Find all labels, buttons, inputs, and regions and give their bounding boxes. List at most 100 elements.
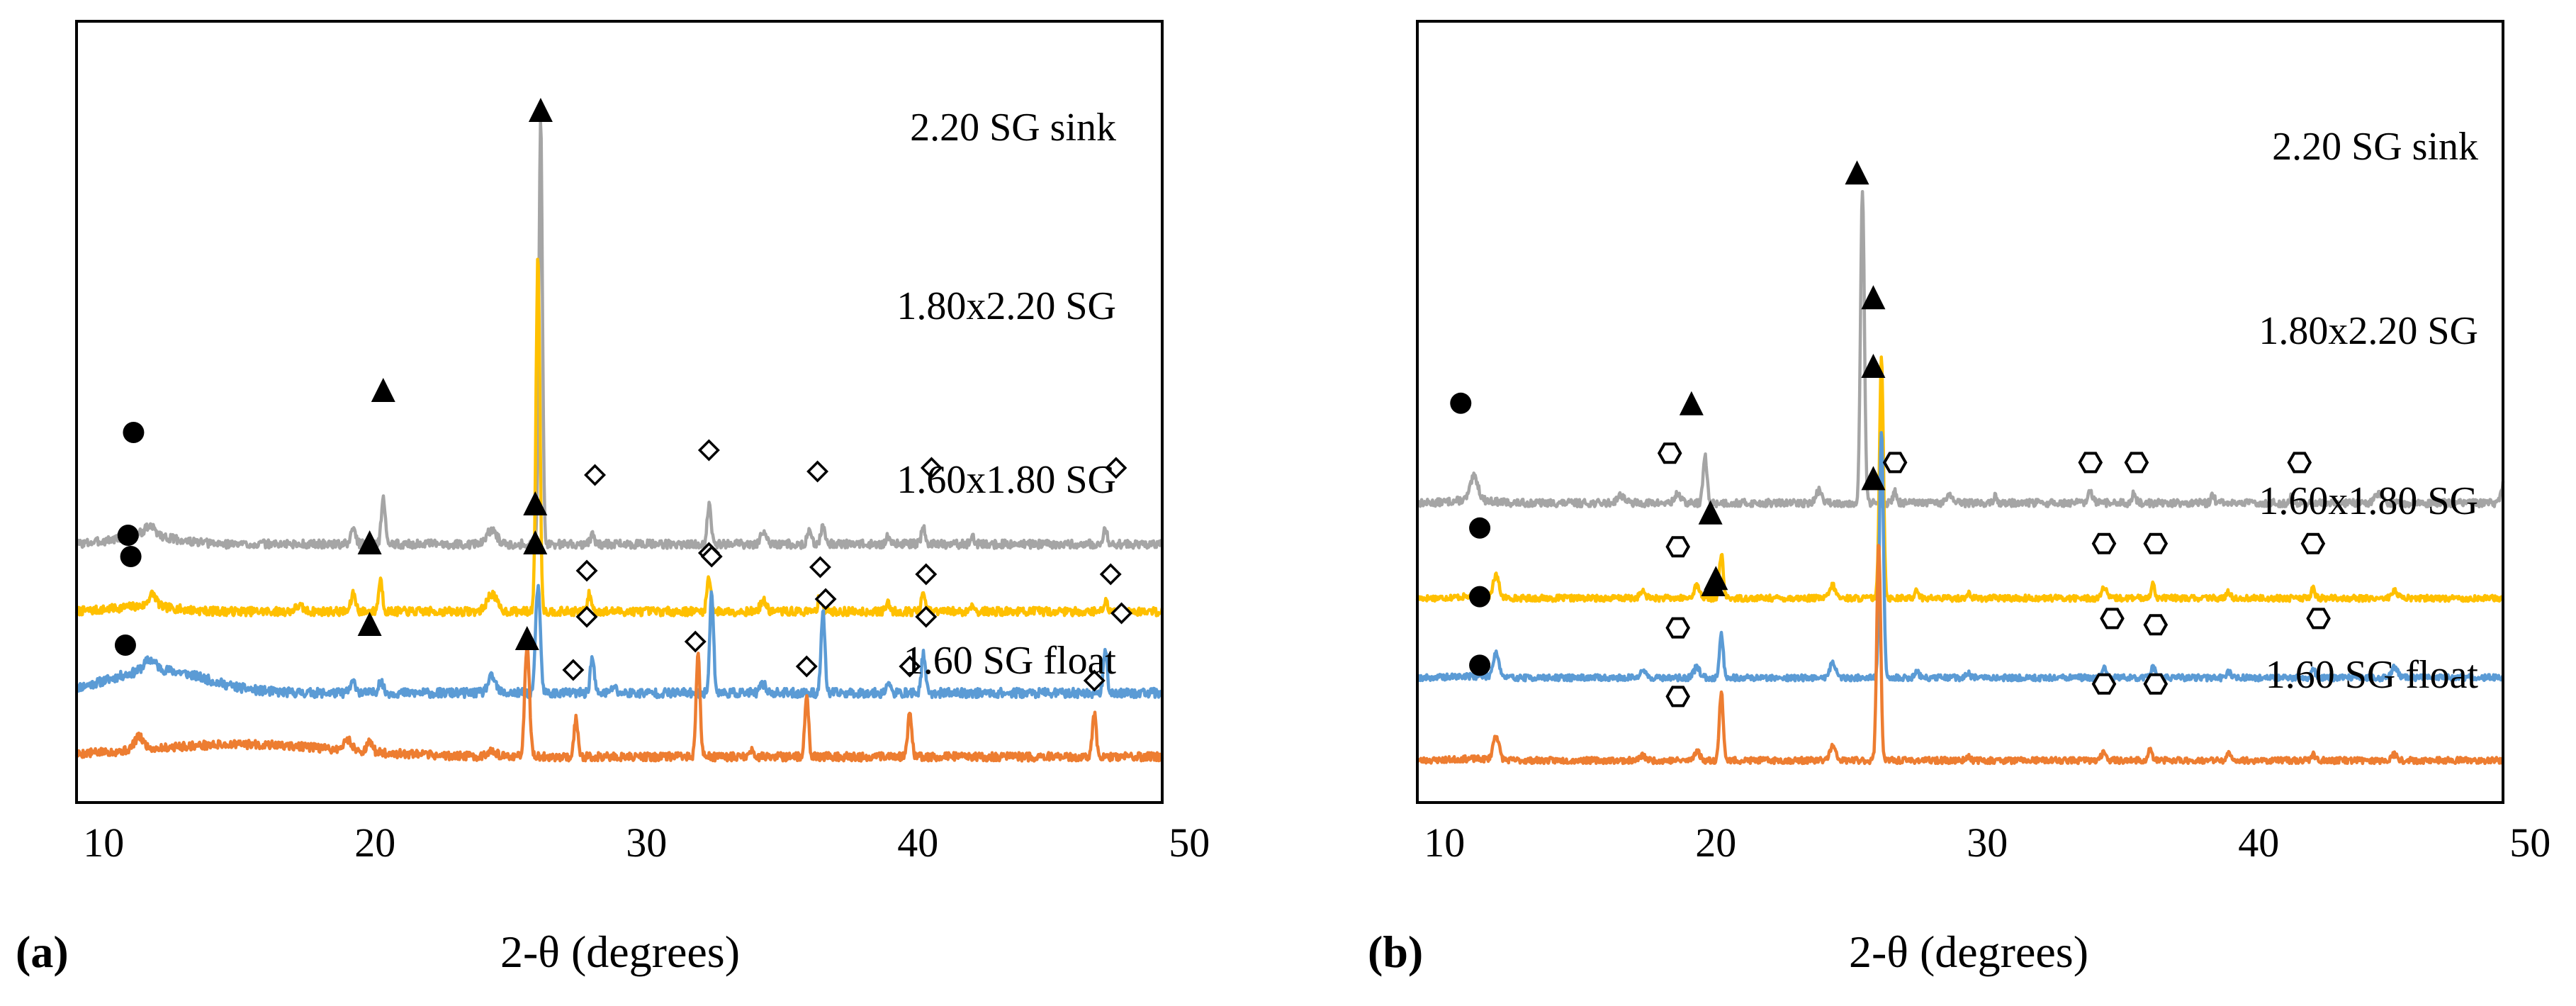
x-tick-label: 10 <box>1424 820 1465 866</box>
phase-marker-hexagon <box>1657 442 1682 464</box>
phase-marker-diamond <box>562 659 585 681</box>
series-label: 2.20 SG sink <box>2272 125 2478 169</box>
phase-marker-hexagon <box>2100 608 2125 630</box>
phase-marker-diamond <box>795 655 818 678</box>
phase-marker-diamond <box>1105 457 1127 479</box>
panel-b-markers <box>1450 160 2331 708</box>
phase-marker-hexagon <box>2306 608 2331 630</box>
phase-marker-triangle <box>1698 500 1723 525</box>
phase-marker-circle <box>123 422 145 443</box>
series-label: 1.80x2.20 SG <box>896 284 1116 328</box>
phase-marker-hexagon <box>2300 532 2326 554</box>
phase-marker-triangle <box>357 530 382 554</box>
phase-marker-diamond <box>814 588 837 610</box>
phase-marker-diamond <box>1110 602 1133 625</box>
phase-marker-circle <box>1469 654 1491 676</box>
phase-marker-diamond <box>915 563 938 586</box>
panel-b-traces <box>1415 189 2505 766</box>
trace-1-60x1-80-sg <box>75 583 1164 700</box>
trace-1-60-sg-float <box>74 642 1164 763</box>
phase-marker-triangle <box>371 378 395 402</box>
phase-marker-hexagon <box>2287 452 2312 474</box>
phase-marker-circle <box>120 546 142 567</box>
series-label: 1.60x1.80 SG <box>2259 479 2478 523</box>
panel-b-plot-frame <box>1416 20 2504 804</box>
phase-marker-circle <box>1450 392 1472 414</box>
phase-marker-hexagon <box>2143 532 2169 554</box>
phase-marker-diamond <box>575 559 598 582</box>
phase-marker-hexagon <box>1665 617 1691 639</box>
trace-2-20-sg-sink <box>74 120 1164 550</box>
trace-2-20-sg-sink <box>1415 189 2505 509</box>
phase-marker-hexagon <box>1665 536 1691 558</box>
series-label: 1.60x1.80 SG <box>896 458 1116 502</box>
panel-a-plot-frame <box>75 20 1164 804</box>
panel-a-traces <box>74 120 1164 763</box>
panel-b-x-axis-label: 2-θ (degrees) <box>1849 927 2088 977</box>
phase-marker-circle <box>117 525 139 546</box>
panel-a-x-axis-label: 2-θ (degrees) <box>500 927 740 977</box>
phase-marker-diamond <box>684 630 707 653</box>
series-label: 1.60 SG float <box>2266 653 2479 697</box>
phase-marker-triangle <box>523 530 548 554</box>
series-label: 1.60 SG float <box>904 639 1117 683</box>
phase-marker-hexagon <box>2143 673 2169 695</box>
phase-marker-circle <box>1469 586 1491 608</box>
x-tick-label: 40 <box>2238 820 2279 866</box>
x-tick-label: 50 <box>1169 820 1210 866</box>
x-tick-label: 20 <box>354 820 395 866</box>
phase-marker-diamond <box>697 439 720 462</box>
phase-marker-diamond <box>806 460 829 483</box>
phase-marker-triangle <box>1845 160 1869 185</box>
panel-a-markers <box>114 98 1133 692</box>
phase-marker-triangle <box>523 491 548 515</box>
phase-marker-circle <box>1469 517 1491 539</box>
phase-marker-hexagon <box>2091 673 2117 695</box>
trace-1-60-sg-float <box>1416 544 2504 766</box>
panel-b-x-tick-labels: 10 20 30 40 50 <box>1424 820 2550 866</box>
phase-marker-hexagon <box>2143 614 2169 636</box>
phase-marker-triangle <box>514 626 539 650</box>
phase-marker-diamond <box>700 545 723 568</box>
phase-marker-diamond <box>584 464 607 486</box>
phase-marker-diamond <box>575 605 598 628</box>
panel-a-x-tick-labels: 10 20 30 40 50 <box>83 820 1210 866</box>
phase-marker-triangle <box>1704 566 1728 591</box>
x-tick-label: 30 <box>626 820 667 866</box>
phase-marker-triangle <box>1861 466 1886 491</box>
trace-1-60x1-80-sg <box>1415 431 2505 683</box>
series-label: 1.80x2.20 SG <box>2259 309 2478 353</box>
panel-b-series-labels: 2.20 SG sink 1.80x2.20 SG 1.60x1.80 SG 1.60… <box>2259 125 2478 697</box>
x-tick-label: 10 <box>83 820 124 866</box>
phase-marker-diamond <box>809 556 831 579</box>
phase-marker-diamond <box>920 457 943 479</box>
series-label: 2.20 SG sink <box>910 106 1116 150</box>
phase-marker-hexagon <box>2124 452 2149 474</box>
phase-marker-triangle <box>357 612 382 636</box>
phase-marker-circle <box>114 635 136 656</box>
phase-marker-triangle <box>1679 391 1704 415</box>
phase-marker-diamond <box>915 605 938 628</box>
phase-marker-triangle <box>528 98 553 122</box>
x-tick-label: 50 <box>2509 820 2550 866</box>
phase-marker-hexagon <box>2091 532 2117 554</box>
panel-a: 2.20 SG sink 1.80x2.20 SG 1.60x1.80 SG 1.60… <box>16 20 1210 977</box>
panel-b-panel-label: (b) <box>1368 927 1423 977</box>
phase-marker-hexagon <box>1665 686 1691 708</box>
x-tick-label: 30 <box>1967 820 2008 866</box>
panel-b: 2.20 SG sink 1.80x2.20 SG 1.60x1.80 SG 1.60… <box>1368 20 2550 977</box>
phase-marker-hexagon <box>1882 452 1908 474</box>
trace-1-80x2-20-sg <box>74 257 1164 617</box>
phase-marker-diamond <box>1099 563 1122 586</box>
phase-marker-triangle <box>1861 354 1886 378</box>
panel-a-series-labels: 2.20 SG sink 1.80x2.20 SG 1.60x1.80 SG 1.60… <box>896 106 1116 683</box>
phase-marker-diamond <box>1083 669 1106 692</box>
x-tick-label: 40 <box>897 820 938 866</box>
phase-marker-diamond <box>899 655 921 678</box>
panel-a-panel-label: (a) <box>16 927 69 977</box>
phase-marker-hexagon <box>2078 452 2103 474</box>
x-tick-label: 20 <box>1695 820 1736 866</box>
phase-marker-triangle <box>1861 285 1886 310</box>
